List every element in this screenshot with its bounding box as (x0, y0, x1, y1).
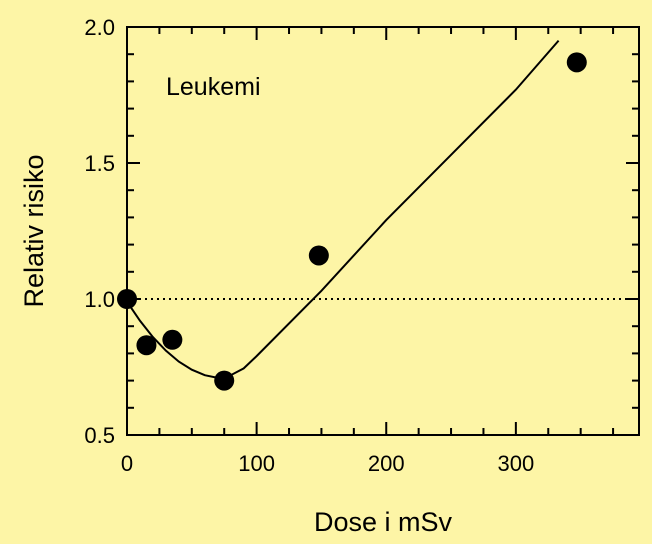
points-layer (117, 52, 587, 391)
y-tick-label-1: 1.0 (84, 287, 115, 312)
x-tick-label-0: 0 (121, 451, 133, 476)
y-tick-label-2: 2.0 (84, 15, 115, 40)
x-tick-label-300: 300 (498, 451, 535, 476)
annotation-label: Leukemi (166, 73, 261, 101)
data-point-1 (117, 289, 137, 309)
plot-frame (126, 26, 640, 436)
x-tick-label-100: 100 (238, 451, 275, 476)
x-axis-label: Dose i mSv (314, 507, 453, 537)
data-point-6 (566, 52, 587, 73)
data-point-4 (214, 370, 235, 391)
data-point-5 (308, 245, 329, 266)
y-tick-label-1.5: 1.5 (84, 151, 115, 176)
x-tick-label-200: 200 (368, 451, 405, 476)
y-tick-labels: 0.5 1.0 1.5 2.0 (84, 15, 115, 448)
y-tick-label-0.5: 0.5 (84, 423, 115, 448)
y-axis-label: Relativ risiko (19, 154, 49, 307)
data-point-3 (162, 329, 183, 350)
data-point-2 (136, 335, 157, 356)
x-tick-labels: 0 100 200 300 (121, 451, 534, 476)
